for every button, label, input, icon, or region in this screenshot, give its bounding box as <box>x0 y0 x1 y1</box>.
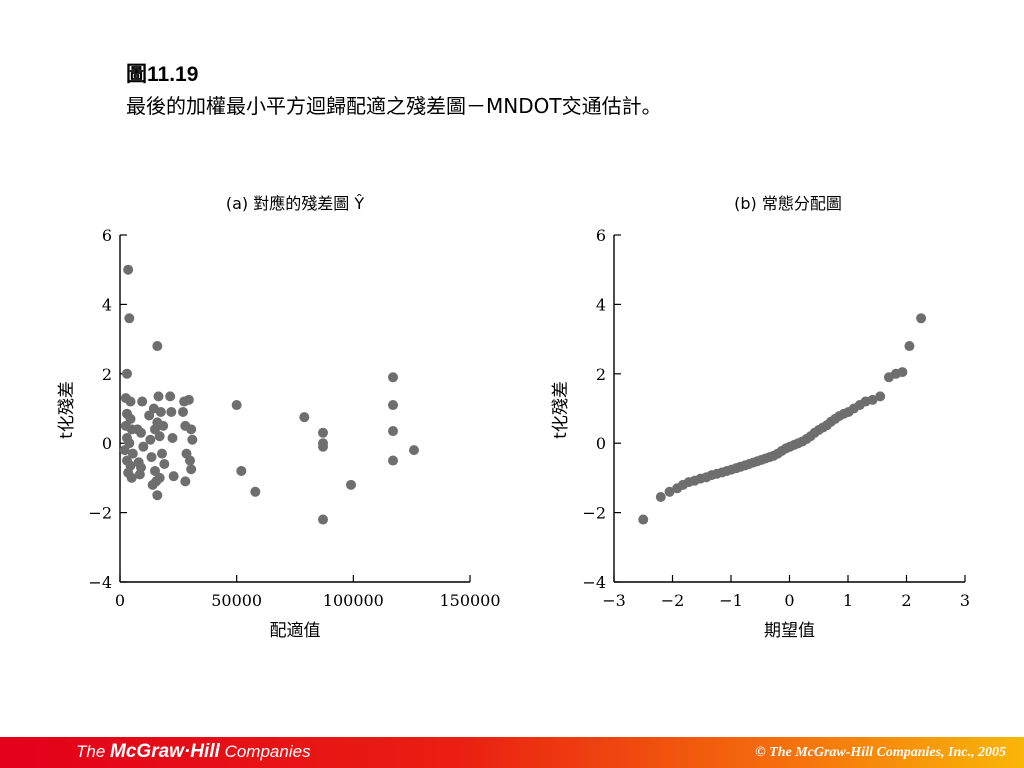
copyright-text: © The McGraw-Hill Companies, Inc., 2005 <box>755 745 1006 760</box>
data-point <box>125 396 136 407</box>
y-tick-label: −2 <box>88 504 112 523</box>
data-point <box>138 441 149 452</box>
y-tick-label: −2 <box>582 504 606 523</box>
data-point <box>655 491 666 502</box>
data-point <box>186 464 197 475</box>
y-tick-label: −4 <box>582 573 606 592</box>
data-point <box>231 400 242 411</box>
data-point <box>318 514 328 525</box>
data-point <box>127 448 138 459</box>
data-point <box>157 448 167 459</box>
data-point <box>236 465 247 476</box>
y-axis-title: t化殘差 <box>551 381 571 439</box>
data-point <box>388 455 398 466</box>
data-point <box>137 396 148 407</box>
data-point <box>145 434 156 445</box>
data-point <box>187 434 198 445</box>
slide-title: 圖11.19 <box>126 63 199 86</box>
data-point <box>167 432 178 443</box>
data-point <box>346 479 356 490</box>
data-point <box>409 445 419 456</box>
y-tick-label: 0 <box>596 434 606 453</box>
data-point <box>180 476 191 487</box>
x-tick-label: 0 <box>784 591 794 610</box>
x-tick-label: 2 <box>901 591 911 610</box>
data-point <box>159 459 170 470</box>
x-tick-label: 50000 <box>211 591 262 610</box>
data-point <box>152 490 163 501</box>
data-point <box>318 427 328 438</box>
data-point <box>183 394 194 405</box>
y-tick-label: 4 <box>596 295 606 314</box>
data-point <box>146 452 157 463</box>
y-axis-title: t化殘差 <box>57 381 77 439</box>
data-point <box>904 341 915 352</box>
slide-subtitle: 最後的加權最小平方迴歸配適之殘差圖－MNDOT交通估計。 <box>126 94 662 118</box>
chart-title: (b) 常態分配圖 <box>734 194 842 213</box>
x-tick-label: −1 <box>719 591 743 610</box>
data-point <box>154 431 165 442</box>
y-tick-label: 6 <box>102 226 112 245</box>
x-tick-label: −3 <box>602 591 626 610</box>
x-tick-label: 3 <box>960 591 970 610</box>
data-point <box>664 486 675 497</box>
data-point <box>151 476 162 487</box>
data-point <box>875 391 886 402</box>
data-point <box>124 313 135 324</box>
x-tick-label: 100000 <box>323 591 384 610</box>
data-point <box>638 514 649 525</box>
data-point <box>165 391 176 402</box>
data-point <box>897 367 908 378</box>
chart-title: (a) 對應的殘差圖 Ŷ <box>226 194 364 213</box>
logo-suffix: Companies <box>224 742 311 761</box>
data-point <box>388 372 398 383</box>
x-tick-label: 0 <box>115 591 125 610</box>
chart-a: 0 50000 100000 150000 −4 −2 0 2 4 6 (a) 對應的殘差圖 Ŷ 配適… <box>57 194 501 641</box>
y-tick-label: −4 <box>88 573 112 592</box>
y-tick-label: 0 <box>102 434 112 453</box>
data-point <box>318 441 328 452</box>
logo-brand: McGraw·Hill <box>110 741 220 762</box>
data-point <box>148 403 159 414</box>
data-point <box>153 391 164 402</box>
data-point <box>178 406 188 417</box>
y-tick-label: 4 <box>102 295 112 314</box>
data-point <box>122 368 132 379</box>
data-point <box>123 264 134 275</box>
x-tick-label: −2 <box>661 591 685 610</box>
y-tick-label: 6 <box>596 226 606 245</box>
y-tick-label: 2 <box>596 365 606 384</box>
data-point <box>168 471 179 482</box>
data-point <box>119 445 130 456</box>
y-tick-label: 2 <box>102 365 112 384</box>
x-tick-label: 1 <box>843 591 853 610</box>
data-point <box>250 486 261 497</box>
mcgraw-hill-logo: The McGraw·Hill Companies <box>76 741 311 763</box>
logo-prefix: The <box>76 742 106 761</box>
data-point <box>388 400 398 411</box>
footer-bar: The McGraw·Hill Companies © The McGraw-H… <box>0 737 1024 768</box>
data-point <box>152 341 163 352</box>
data-point <box>916 313 927 324</box>
data-point <box>185 455 195 466</box>
data-point <box>136 462 146 473</box>
data-point <box>136 427 146 438</box>
x-axis-title: 配適值 <box>270 621 321 641</box>
data-point <box>186 424 197 435</box>
x-tick-label: 150000 <box>439 591 500 610</box>
data-point <box>388 426 398 437</box>
data-point <box>299 412 310 423</box>
x-axis-title: 期望值 <box>764 621 815 641</box>
data-point <box>158 420 169 431</box>
data-point <box>867 394 878 405</box>
data-point <box>126 472 137 483</box>
data-point <box>166 406 177 417</box>
